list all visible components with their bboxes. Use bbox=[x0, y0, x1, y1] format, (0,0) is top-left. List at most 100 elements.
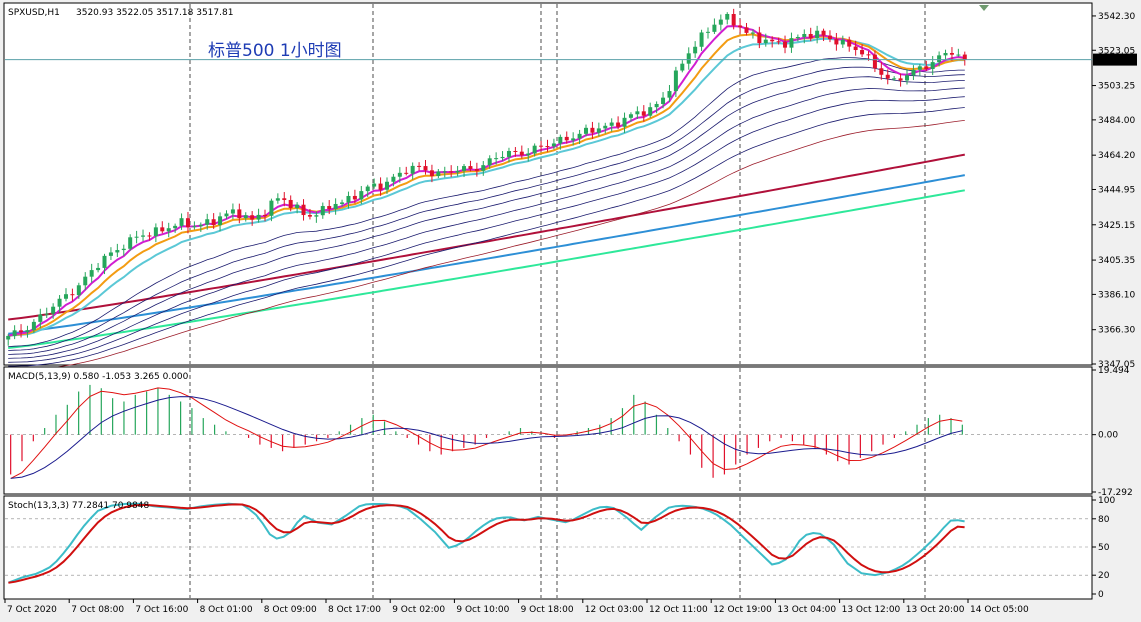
price-tick-label: 3347.05 bbox=[1098, 360, 1135, 370]
candle-body bbox=[847, 39, 852, 47]
time-tick-label: 7 Oct 08:00 bbox=[71, 605, 124, 615]
candle-body bbox=[905, 75, 910, 81]
chart-title: 标普500 1小时图 bbox=[208, 41, 342, 61]
candle-body bbox=[391, 176, 396, 182]
candle-body bbox=[307, 215, 312, 217]
ribbon-ma-line bbox=[8, 96, 965, 363]
candle-body bbox=[160, 227, 165, 232]
candle-body bbox=[776, 41, 781, 43]
candle-body bbox=[70, 294, 75, 296]
candle-body bbox=[834, 39, 839, 45]
candle-body bbox=[661, 97, 666, 104]
candle-body bbox=[513, 150, 518, 152]
candle-body bbox=[96, 267, 101, 271]
price-panel[interactable]: 3542.30 3523.05 3503.25 3484.00 3464.20 3444.… bbox=[3, 2, 1137, 371]
candle-body bbox=[346, 195, 351, 203]
candle-body bbox=[962, 54, 967, 60]
candle-body bbox=[372, 183, 377, 187]
candle-body bbox=[468, 166, 473, 169]
time-tick-label: 12 Oct 03:00 bbox=[585, 605, 644, 615]
candle-body bbox=[725, 13, 730, 20]
ribbon-ma-line bbox=[8, 120, 965, 371]
candle-body bbox=[943, 52, 948, 56]
current-price-label: 3517.81 bbox=[1097, 56, 1134, 66]
candle-body bbox=[404, 172, 409, 174]
price-tick-label: 3484.00 bbox=[1098, 116, 1135, 126]
price-tick-label: 3405.35 bbox=[1098, 256, 1135, 266]
macd-grid bbox=[5, 368, 1092, 493]
candle-body bbox=[860, 50, 865, 55]
time-tick-label: 8 Oct 09:00 bbox=[264, 605, 317, 615]
candle-body bbox=[481, 165, 486, 171]
candle-body bbox=[750, 32, 755, 34]
candle-body bbox=[937, 55, 942, 63]
candle-body bbox=[429, 170, 434, 177]
candle-body bbox=[436, 171, 441, 177]
candle-body bbox=[699, 32, 704, 47]
candle-body bbox=[731, 13, 736, 26]
candle-body bbox=[840, 39, 845, 45]
candle-body bbox=[545, 146, 550, 148]
symbol-label: SPXUSD,H1 bbox=[8, 8, 60, 18]
candle-body bbox=[359, 191, 364, 200]
time-axis: 7 Oct 2020 7 Oct 08:00 7 Oct 16:00 8 Oct 01… bbox=[4, 599, 1029, 615]
candle-body bbox=[410, 165, 415, 174]
candle-body bbox=[12, 330, 17, 336]
candle-body bbox=[898, 78, 903, 81]
candle-body bbox=[340, 202, 345, 204]
candle-body bbox=[911, 69, 916, 76]
candle-body bbox=[275, 198, 280, 201]
candle-body bbox=[166, 228, 171, 232]
macd-signal-line bbox=[10, 387, 963, 479]
candle-body bbox=[596, 128, 601, 133]
candle-body bbox=[365, 186, 370, 192]
candle-body bbox=[680, 63, 685, 71]
candle-body bbox=[115, 250, 120, 253]
candle-body bbox=[609, 122, 614, 126]
candle-body bbox=[924, 66, 929, 70]
candle-body bbox=[519, 151, 524, 156]
price-tick-label: 3366.30 bbox=[1098, 326, 1135, 336]
candle-body bbox=[872, 54, 877, 69]
candle-body bbox=[506, 150, 511, 157]
candle-body bbox=[930, 62, 935, 70]
candle-body bbox=[230, 209, 235, 214]
time-tick-label: 9 Oct 02:00 bbox=[392, 605, 445, 615]
candle-body bbox=[108, 252, 113, 256]
candle-body bbox=[693, 46, 698, 54]
candle-body bbox=[397, 172, 402, 177]
price-tick-label: 3444.95 bbox=[1098, 185, 1135, 195]
ribbon-ma-line bbox=[8, 107, 965, 367]
macd-main-line bbox=[10, 396, 963, 479]
time-tick-label: 13 Oct 04:00 bbox=[777, 605, 836, 615]
candle-body bbox=[301, 204, 306, 216]
candle-body bbox=[211, 219, 216, 226]
candle-body bbox=[198, 224, 203, 227]
candle-body bbox=[243, 215, 248, 219]
macd-label: MACD(5,13,9) 0.580 -1.053 3.265 0.000 bbox=[8, 372, 189, 382]
price-axis: 3542.30 3523.05 3503.25 3484.00 3464.20 3444.… bbox=[5, 12, 1137, 370]
macd-axis: 19.494 0.00 -17.292 bbox=[1092, 366, 1133, 498]
current-price-tag bbox=[1093, 53, 1137, 66]
long-ma-line bbox=[8, 189, 965, 349]
time-tick-label: 7 Oct 2020 bbox=[7, 605, 57, 615]
price-tick-label: 3542.30 bbox=[1098, 12, 1135, 22]
candle-body bbox=[256, 214, 261, 220]
candle-body bbox=[25, 330, 30, 333]
candle-body bbox=[295, 204, 300, 209]
candle-body bbox=[783, 41, 788, 48]
stoch-label: Stoch(13,3,3) 77.2841 70.9848 bbox=[8, 501, 149, 511]
candle-body bbox=[352, 195, 357, 200]
stoch-panel-bg bbox=[3, 495, 1093, 600]
candle-body bbox=[384, 181, 389, 190]
candle-body bbox=[558, 136, 563, 144]
candle-body bbox=[712, 24, 717, 32]
candle-body bbox=[141, 235, 146, 237]
candle-body bbox=[648, 107, 653, 116]
candle-body bbox=[185, 218, 190, 228]
candle-body bbox=[738, 25, 743, 28]
candle-body bbox=[442, 171, 447, 173]
stoch-panel[interactable]: 100 80 50 20 0 Stoch(13,3,3) 77.2841 70.9848 bbox=[3, 495, 1115, 600]
macd-panel[interactable]: 19.494 0.00 -17.292 MACD(5,13,9) 0.580 -1.… bbox=[3, 366, 1133, 498]
candle-body bbox=[288, 199, 293, 209]
